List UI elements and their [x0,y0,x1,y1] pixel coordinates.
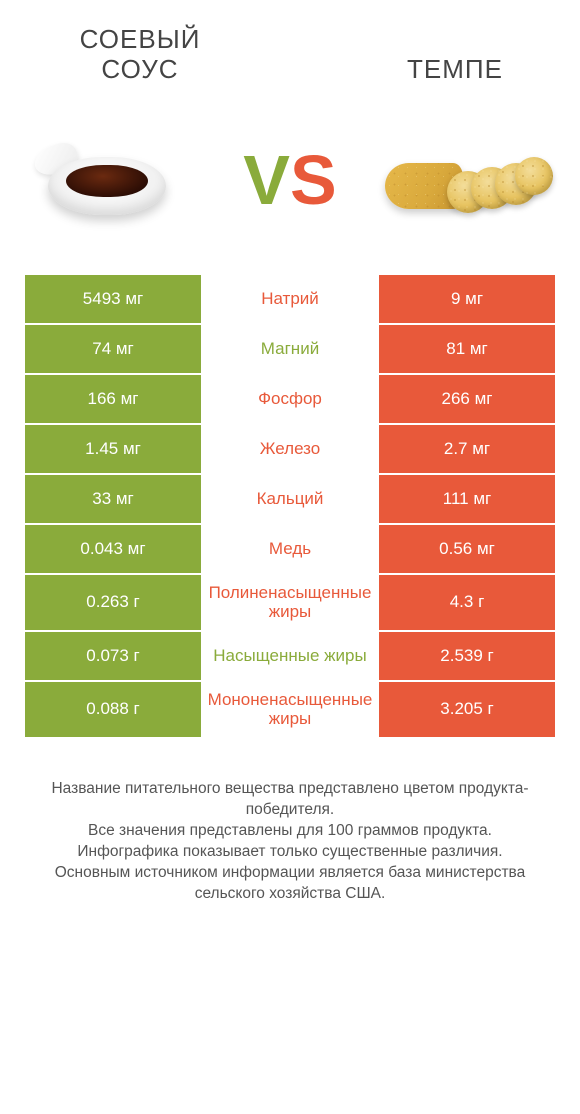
vs-v: V [243,141,290,219]
footnote-line: Основным источником информации является … [20,863,560,905]
comparison-table: 5493 мгНатрий9 мг74 мгМагний81 мг166 мгФ… [25,275,555,739]
tempeh-image [385,125,550,235]
cell-label: Медь [201,525,379,573]
title-left: СОЕВЫЙ СОУС [50,25,230,85]
cell-right: 9 мг [379,275,555,323]
cell-left: 1.45 мг [25,425,201,473]
cell-left: 74 мг [25,325,201,373]
cell-left: 5493 мг [25,275,201,323]
table-row: 1.45 мгЖелезо2.7 мг [25,425,555,475]
table-row: 166 мгФосфор266 мг [25,375,555,425]
cell-label: Фосфор [201,375,379,423]
cell-left: 0.073 г [25,632,201,680]
vs-s: S [290,141,337,219]
table-row: 33 мгКальций111 мг [25,475,555,525]
cell-label: Железо [201,425,379,473]
cell-right: 81 мг [379,325,555,373]
vs-label: VS [243,145,336,215]
cell-left: 0.088 г [25,682,201,737]
cell-label: Полиненасыщенные жиры [201,575,379,630]
cell-right: 0.56 мг [379,525,555,573]
cell-right: 2.539 г [379,632,555,680]
table-row: 0.043 мгМедь0.56 мг [25,525,555,575]
footnote-line: Инфографика показывает только существенн… [20,842,560,863]
cell-label: Мононенасыщенные жиры [201,682,379,737]
vs-row: VS [0,95,580,275]
table-row: 5493 мгНатрий9 мг [25,275,555,325]
cell-left: 166 мг [25,375,201,423]
header: СОЕВЫЙ СОУС ТЕМПЕ [0,0,580,95]
cell-label: Кальций [201,475,379,523]
cell-right: 4.3 г [379,575,555,630]
footnote-line: Все значения представлены для 100 граммо… [20,821,560,842]
table-row: 0.088 гМононенасыщенные жиры3.205 г [25,682,555,739]
cell-left: 33 мг [25,475,201,523]
table-row: 0.263 гПолиненасыщенные жиры4.3 г [25,575,555,632]
cell-label: Насыщенные жиры [201,632,379,680]
cell-right: 3.205 г [379,682,555,737]
table-row: 0.073 гНасыщенные жиры2.539 г [25,632,555,682]
cell-label: Натрий [201,275,379,323]
title-right: ТЕМПЕ [380,55,530,85]
cell-right: 111 мг [379,475,555,523]
cell-right: 2.7 мг [379,425,555,473]
footnote: Название питательного вещества представл… [20,779,560,905]
soy-sauce-image [30,125,195,235]
cell-left: 0.043 мг [25,525,201,573]
table-row: 74 мгМагний81 мг [25,325,555,375]
footnote-line: Название питательного вещества представл… [20,779,560,821]
cell-right: 266 мг [379,375,555,423]
cell-label: Магний [201,325,379,373]
cell-left: 0.263 г [25,575,201,630]
